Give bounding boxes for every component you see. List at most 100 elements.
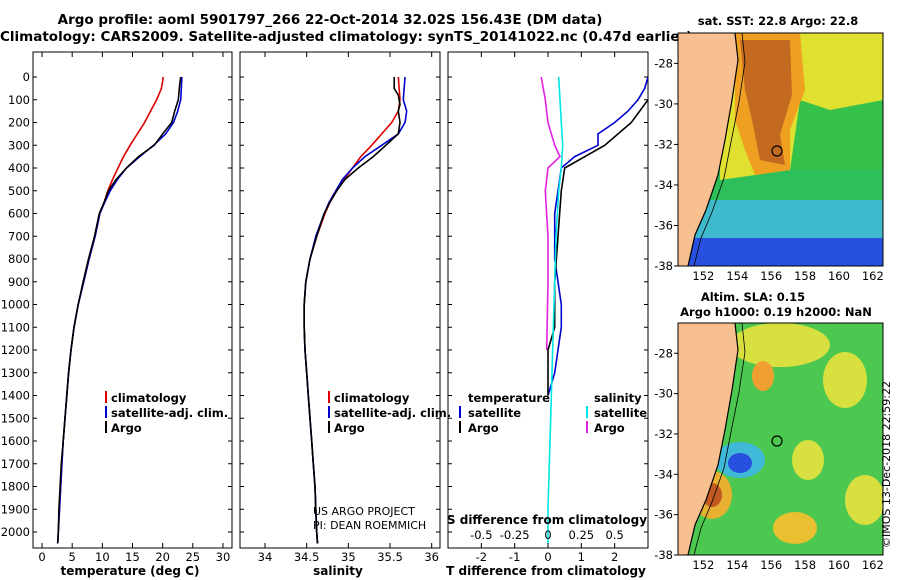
sla-map-title-1: Altim. SLA: 0.15 [701, 290, 805, 304]
series-line-salinity-argo [540, 76, 561, 351]
sla-map-xtick-label: 158 [794, 558, 816, 572]
difference-series-group [540, 76, 648, 544]
temperature-xtick-label: 15 [125, 550, 140, 564]
temperature-plot-frame [32, 51, 233, 549]
sst-band-light-blue [678, 200, 883, 245]
salinity-plot-frame [239, 51, 441, 549]
legend-label-climatology: climatology [334, 391, 410, 405]
legend-temperature: climatology satellite-adj. clim. Argo [105, 391, 228, 435]
legend-swatch-satellite [328, 406, 330, 418]
salinity-xtick-label: 36 [424, 550, 439, 564]
sla-argo-location-marker [771, 435, 783, 447]
legend-swatch-t-argo [459, 421, 461, 433]
salinity-xtick-label: 34 [258, 550, 273, 564]
sla-map-xtick-label: 160 [828, 558, 850, 572]
sla-land [678, 323, 738, 555]
difference-xtick-label: 2 [611, 550, 618, 564]
sla-map-ytick-label: -28 [654, 346, 673, 360]
difference-xlabel: T difference from climatology [446, 564, 646, 578]
temperature-xtick-label: 10 [95, 550, 110, 564]
depth-tick-label: 300 [8, 138, 30, 152]
depth-tick-label: 800 [8, 252, 30, 266]
credit-line-1: US ARGO PROJECT [313, 505, 415, 518]
depth-tick-label: 1000 [1, 298, 30, 312]
sst-map-xtick-label: 158 [794, 269, 816, 283]
sst-map-frame [677, 32, 884, 267]
difference-top-xtick-label: -0.5 [470, 528, 492, 542]
difference-xtick-label: -1 [509, 550, 520, 564]
depth-tick-label: 1300 [1, 366, 30, 380]
tick-layer: 0 5 10 15 20 25 300100200300400500600700800900… [1, 52, 884, 572]
series-line-argo [303, 77, 401, 544]
sst-argo-location-marker [771, 145, 783, 157]
legend-label-s-argo: Argo [594, 421, 625, 435]
temperature-xtick-label: 30 [216, 550, 231, 564]
legend-label-argo: Argo [334, 421, 365, 435]
series-line-temperature-argo [547, 99, 648, 396]
sla-anomaly-orange-north [752, 361, 774, 391]
legend-label-satellite: satellite-adj. clim. [334, 406, 451, 420]
difference-top-xtick-label: 0 [544, 528, 551, 542]
legend-label-argo: Argo [111, 421, 142, 435]
salinity-series-group [303, 76, 408, 544]
legend-swatch-argo [105, 421, 107, 433]
sla-map-ytick-label: -32 [654, 427, 673, 441]
depth-tick-label: 100 [8, 93, 30, 107]
depth-tick-label: 2000 [1, 525, 30, 539]
sst-map-ytick-label: -38 [654, 259, 673, 273]
sst-map-title: sat. SST: 22.8 Argo: 22.8 [698, 14, 858, 28]
sla-anomaly-yellow-center [792, 440, 824, 480]
salinity-xtick-label: 35.5 [377, 550, 403, 564]
sla-coastline [687, 323, 739, 555]
sst-map-ytick-label: -32 [654, 137, 673, 151]
legend-difference: temperature satellite Argo salinity sate… [459, 391, 647, 435]
sla-map-xtick-label: 152 [692, 558, 714, 572]
sla-map-xtick-label: 162 [862, 558, 884, 572]
sla-anomaly-yellow-south [773, 512, 817, 544]
title-line-1: Argo profile: aoml 5901797_266 22-Oct-20… [57, 12, 603, 28]
sst-map-ytick-label: -28 [654, 56, 673, 70]
depth-tick-label: 500 [8, 184, 30, 198]
sst-land [678, 33, 738, 266]
legend-swatch-s-satellite [586, 406, 588, 418]
depth-tick-label: 1800 [1, 480, 30, 494]
sla-anomaly-yellow-north [730, 323, 830, 367]
sla-map-xtick-label: 156 [760, 558, 782, 572]
salinity-xtick-label: 34.5 [294, 550, 320, 564]
sla-map-title-2: Argo h1000: 0.19 h2000: NaN [680, 305, 872, 319]
legend-swatch-t-satellite [459, 406, 461, 418]
sst-map-ytick-label: -36 [654, 218, 673, 232]
depth-tick-label: 1500 [1, 411, 30, 425]
legend-swatch-satellite [105, 406, 107, 418]
depth-tick-label: 600 [8, 207, 30, 221]
difference-xtick-label: 0 [544, 550, 551, 564]
sst-contour [693, 33, 746, 266]
depth-tick-label: 200 [8, 116, 30, 130]
legend-swatch-s-argo [586, 421, 588, 433]
difference-top-xlabel: S difference from climatology [447, 513, 647, 527]
sla-map-xtick-label: 154 [726, 558, 748, 572]
difference-top-xtick-label: -0.25 [500, 528, 530, 542]
legend-label-t-satellite: satellite [468, 406, 521, 420]
sla-map-ytick-label: -36 [654, 508, 673, 522]
sst-map-xtick-label: 152 [692, 269, 714, 283]
sla-map-ytick-label: -30 [654, 387, 673, 401]
depth-tick-label: 1600 [1, 434, 30, 448]
depth-tick-label: 400 [8, 161, 30, 175]
sla-map-frame [677, 322, 884, 556]
depth-tick-label: 700 [8, 229, 30, 243]
depth-tick-label: 0 [23, 70, 30, 84]
title-line-2: Climatology: CARS2009. Satellite-adjuste… [0, 29, 693, 45]
sla-map-ytick-label: -38 [654, 548, 673, 562]
legend-swatch-climatology [105, 391, 107, 403]
sla-anomaly-blue [728, 453, 752, 473]
legend-swatch-argo [328, 421, 330, 433]
depth-tick-label: 900 [8, 275, 30, 289]
temperature-xtick-label: 5 [69, 550, 76, 564]
sst-band-deep-blue [678, 238, 883, 266]
depth-tick-label: 1200 [1, 343, 30, 357]
legend-title-temperature: temperature [468, 391, 550, 405]
sst-map-xtick-label: 156 [760, 269, 782, 283]
temperature-xlabel: temperature (deg C) [61, 564, 200, 578]
